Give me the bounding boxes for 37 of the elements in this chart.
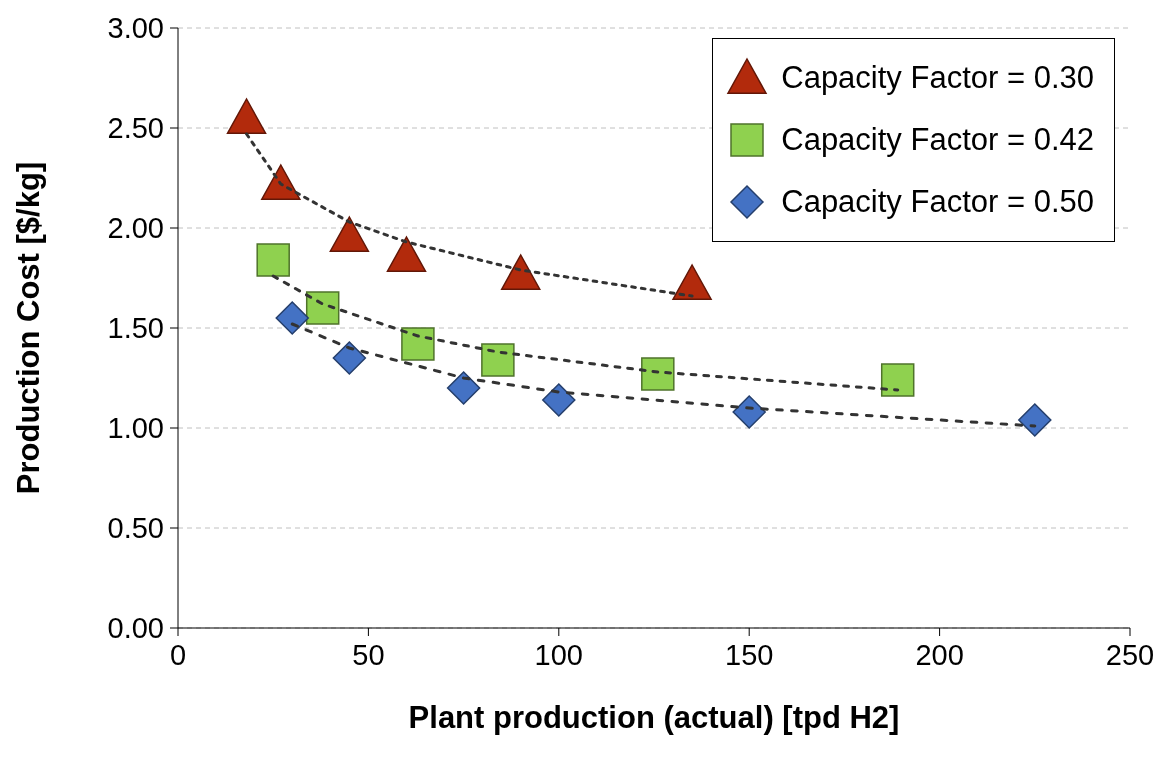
y-tick-label: 2.50 — [107, 112, 164, 145]
x-tick-label: 100 — [534, 638, 583, 671]
point — [275, 301, 309, 335]
y-axis-title: Production Cost [$/kg] — [11, 161, 47, 495]
point — [880, 363, 915, 397]
x-tick-label: 200 — [915, 638, 964, 671]
y-tick-label: 1.50 — [107, 312, 164, 345]
line-series — [245, 132, 694, 298]
point — [500, 254, 541, 290]
point — [226, 98, 267, 134]
y-tick-label: 0.00 — [107, 612, 164, 645]
y-tick-label: 3.00 — [107, 12, 164, 45]
x-tick-label: 0 — [169, 638, 187, 671]
point — [332, 341, 367, 375]
x-tick-label: 50 — [352, 638, 385, 671]
point — [305, 291, 340, 325]
x-axis-title: Plant production (actual) [tpd H2] — [408, 700, 900, 735]
point — [446, 371, 481, 405]
y-tick-label: 1.00 — [107, 412, 164, 445]
point — [1018, 403, 1052, 437]
point — [261, 164, 301, 200]
point — [256, 243, 290, 277]
point — [641, 357, 675, 391]
legend-label: Capacity Factor = 0.42 — [781, 122, 1094, 158]
point — [672, 264, 712, 300]
point — [386, 236, 427, 272]
point — [732, 395, 766, 429]
x-tick-label: 250 — [1105, 638, 1155, 671]
point — [481, 343, 515, 377]
point — [329, 216, 370, 252]
y-tick-label: 2.00 — [107, 212, 164, 245]
point — [542, 383, 576, 417]
legend-label: Capacity Factor = 0.30 — [781, 60, 1094, 96]
legend-label: Capacity Factor = 0.50 — [781, 184, 1094, 220]
x-tick-label: 150 — [725, 638, 774, 671]
y-tick-label: 0.50 — [107, 512, 164, 545]
point — [401, 327, 435, 361]
